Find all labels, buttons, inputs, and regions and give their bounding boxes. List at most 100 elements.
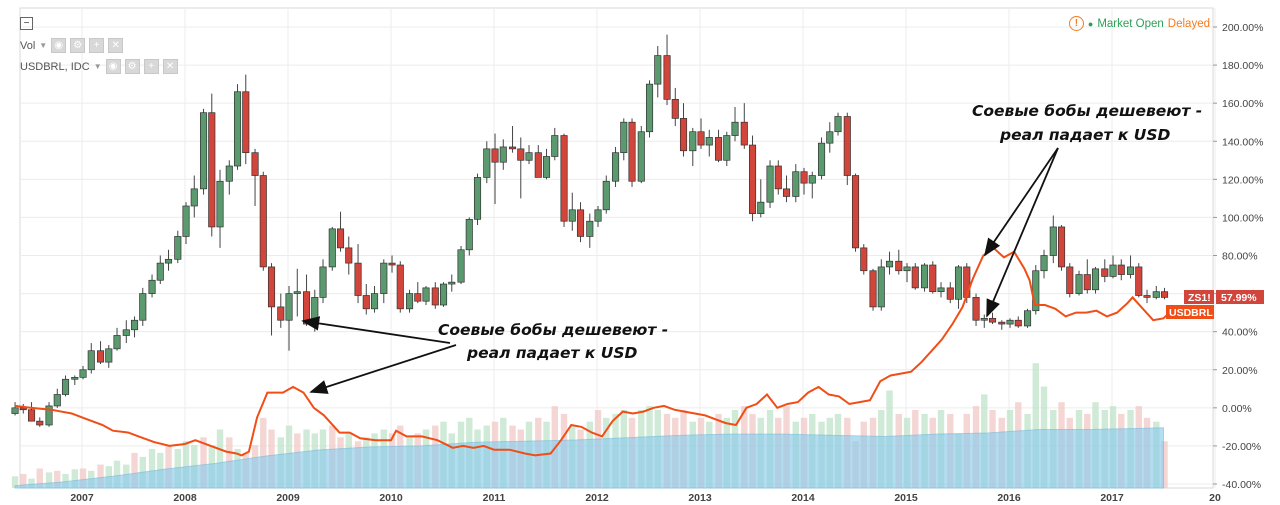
annotation-1-line2: реал падает к USD bbox=[466, 344, 638, 362]
volume-bar bbox=[62, 473, 69, 488]
candle-body bbox=[328, 228, 336, 268]
vol-legend-label[interactable]: Vol bbox=[20, 39, 36, 52]
candle-body bbox=[877, 266, 885, 308]
candle-body bbox=[45, 405, 53, 426]
candle-body bbox=[654, 55, 662, 85]
candle-body bbox=[1152, 291, 1160, 298]
candle-body bbox=[61, 378, 70, 395]
candle-body bbox=[620, 121, 628, 154]
candle-body bbox=[457, 249, 465, 283]
volume-bar bbox=[148, 449, 156, 488]
series-eye-icon[interactable]: ◉ bbox=[105, 59, 121, 74]
candle-body bbox=[1126, 266, 1135, 275]
candle-body bbox=[817, 142, 826, 176]
candle-body bbox=[954, 266, 963, 300]
candle-body bbox=[388, 262, 396, 266]
candle-body bbox=[534, 152, 542, 178]
y-tick-label: 140.00% bbox=[1222, 136, 1263, 148]
y-tick-label: 100.00% bbox=[1222, 212, 1263, 224]
candle-body bbox=[190, 188, 198, 207]
candle-body bbox=[225, 165, 233, 182]
candle-body bbox=[808, 175, 816, 184]
usdbrl-line bbox=[14, 246, 1173, 457]
zs-value-tag bbox=[1216, 290, 1264, 304]
candle-body bbox=[345, 247, 353, 264]
candle-body bbox=[130, 319, 139, 331]
series-chevron-down-icon[interactable]: ▼ bbox=[93, 62, 102, 71]
candle-body bbox=[517, 148, 525, 161]
candle-body bbox=[422, 287, 430, 302]
volume-bar bbox=[28, 478, 35, 488]
series-close-icon[interactable]: ✕ bbox=[162, 59, 178, 74]
volume-layer bbox=[11, 363, 1168, 489]
candle-body bbox=[1160, 291, 1169, 298]
y-tick-label: 0.00% bbox=[1222, 403, 1252, 415]
candle-body bbox=[937, 287, 945, 293]
candle-body bbox=[697, 131, 705, 146]
candle-body bbox=[766, 165, 774, 203]
warning-icon[interactable]: ! bbox=[1068, 16, 1084, 31]
candle-layer bbox=[11, 34, 1169, 427]
candle-body bbox=[782, 188, 791, 197]
annotation-1-arrow-candle bbox=[301, 316, 451, 344]
candle-body bbox=[113, 335, 121, 350]
candle-body bbox=[405, 293, 414, 310]
volume-bar bbox=[54, 470, 61, 488]
vol-legend-row[interactable]: Vol ▼ ◉ ⚙ + ✕ bbox=[20, 38, 124, 53]
candle-body bbox=[972, 297, 980, 321]
series-plus-icon[interactable]: + bbox=[143, 59, 159, 74]
candle-body bbox=[242, 91, 250, 154]
vol-chevron-down-icon[interactable]: ▼ bbox=[39, 41, 48, 50]
volume-bar bbox=[1161, 441, 1168, 488]
candle-body bbox=[671, 99, 679, 119]
candle-body bbox=[800, 171, 808, 184]
x-tick-label: 2015 bbox=[894, 492, 918, 504]
x-tick-label: 2012 bbox=[585, 492, 609, 504]
series-gear-icon[interactable]: ⚙ bbox=[124, 59, 140, 74]
volume-bar bbox=[20, 473, 27, 488]
usdbrl-tag bbox=[1166, 305, 1214, 319]
candle-body bbox=[311, 297, 319, 325]
x-tick-label: 2014 bbox=[791, 492, 815, 504]
series-legend-row[interactable]: USDBRL, IDC ▼ ◉ ⚙ + ✕ bbox=[20, 59, 178, 74]
vol-eye-icon[interactable]: ◉ bbox=[51, 38, 67, 53]
candle-body bbox=[164, 258, 173, 264]
candle-body bbox=[843, 116, 851, 176]
candle-body bbox=[920, 264, 929, 289]
market-open-dot-icon: ● bbox=[1087, 18, 1094, 29]
candle-body bbox=[508, 146, 517, 150]
volume-bar bbox=[260, 417, 267, 488]
vol-close-icon[interactable]: ✕ bbox=[108, 38, 124, 53]
zs-value-tag-label: 57.99% bbox=[1221, 292, 1257, 304]
x-tick-label: 2017 bbox=[1100, 492, 1124, 504]
volume-bar bbox=[11, 476, 19, 488]
vol-plus-icon[interactable]: + bbox=[89, 38, 105, 53]
candle-body bbox=[792, 171, 800, 197]
y-tick-label: -40.00% bbox=[1222, 479, 1261, 491]
collapse-button[interactable]: − bbox=[20, 17, 33, 30]
candle-body bbox=[851, 175, 860, 249]
candle-body bbox=[122, 329, 130, 336]
candle-body bbox=[911, 266, 919, 289]
volume-bar bbox=[131, 452, 138, 488]
candle-body bbox=[714, 137, 723, 161]
candle-body bbox=[148, 279, 156, 294]
candle-body bbox=[199, 112, 208, 190]
candle-body bbox=[774, 165, 782, 190]
candle-body bbox=[1117, 264, 1125, 275]
candle-body bbox=[602, 180, 610, 211]
candle-body bbox=[1057, 226, 1066, 268]
market-status[interactable]: ! ● Market Open Delayed bbox=[1068, 16, 1210, 31]
volume-bar bbox=[1032, 363, 1039, 488]
candle-body bbox=[293, 291, 301, 294]
y-tick-label: 80.00% bbox=[1222, 251, 1258, 263]
series-legend-label[interactable]: USDBRL, IDC bbox=[20, 60, 90, 73]
vol-gear-icon[interactable]: ⚙ bbox=[70, 38, 86, 53]
candle-body bbox=[1135, 266, 1143, 296]
candle-body bbox=[465, 218, 473, 251]
candle-body bbox=[380, 262, 388, 294]
candle-body bbox=[448, 281, 456, 285]
volume-bar bbox=[113, 460, 121, 488]
x-tick-label: 2013 bbox=[688, 492, 712, 504]
